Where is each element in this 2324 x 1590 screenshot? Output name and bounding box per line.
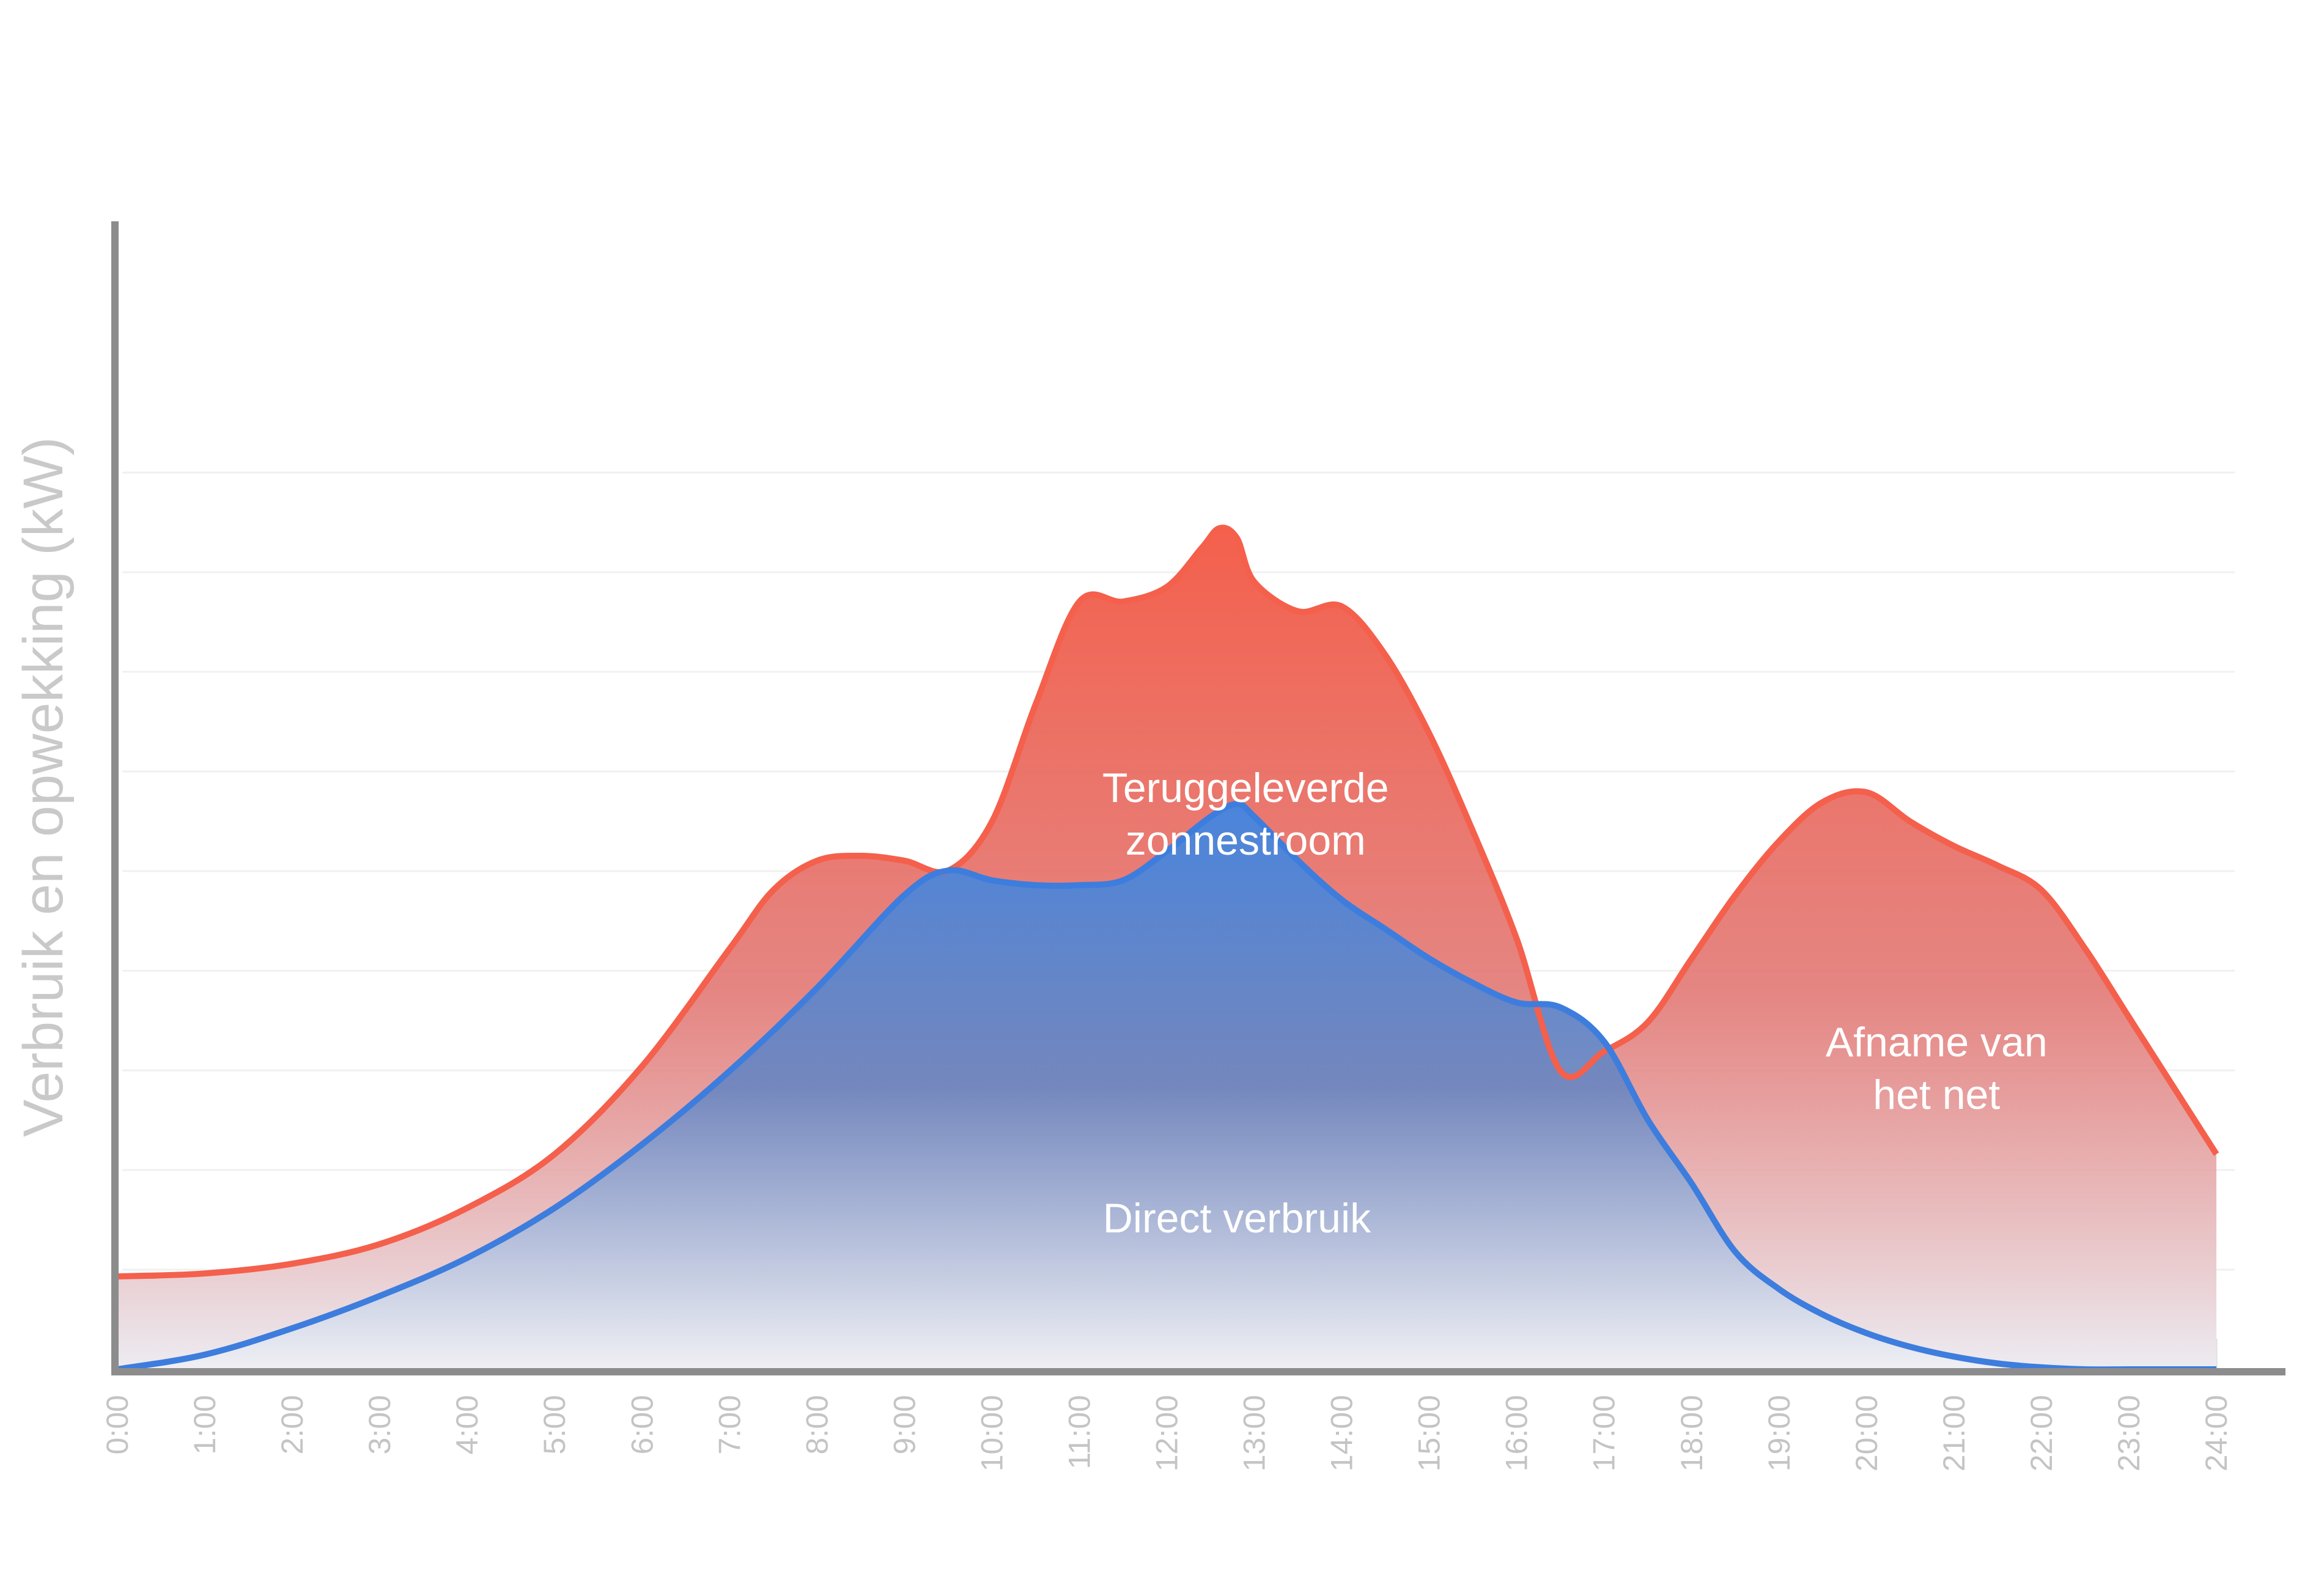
x-tick-label: 2:00 [275,1395,309,1454]
x-tick-label: 21:00 [1937,1395,1971,1471]
x-tick-label: 8:00 [800,1395,834,1454]
x-tick-label: 14:00 [1325,1395,1359,1471]
x-tick-label: 17:00 [1587,1395,1621,1471]
y-axis-title: Verbruik en opwekking (kW) [12,437,75,1137]
x-tick-label: 4:00 [450,1395,484,1454]
x-tick-label: 7:00 [712,1395,747,1454]
x-tick-label: 19:00 [1762,1395,1796,1471]
x-tick-label: 5:00 [537,1395,572,1454]
x-tick-label: 3:00 [363,1395,397,1454]
x-tick-label: 13:00 [1238,1395,1272,1471]
annotations: Teruggeleverde zonnestroom Afname van het n… [1102,765,2048,1242]
supply-line [117,524,2219,1279]
x-tick-label: 10:00 [975,1395,1009,1471]
x-tick-label: 18:00 [1675,1395,1709,1471]
x-tick-label: 9:00 [887,1395,921,1454]
x-tick-label: 1:00 [188,1395,222,1454]
x-tick-label: 22:00 [2024,1395,2059,1471]
area-label: Teruggeleverde zonnestroom [1102,765,1389,864]
x-tick-label: 23:00 [2112,1395,2146,1471]
direct-use-area [117,804,2216,1370]
x-tick-label: 24:00 [2199,1395,2234,1471]
x-tick-label: 6:00 [625,1395,659,1454]
x-tick-label: 11:00 [1062,1395,1096,1469]
area-label: Afname van het net [1826,1019,2048,1118]
x-tick-label: 0:00 [100,1395,135,1454]
x-tick-label: 20:00 [1850,1395,1884,1471]
direct-use-line [117,801,2216,1373]
x-tick-label: 12:00 [1150,1395,1184,1471]
x-tick-label: 16:00 [1500,1395,1534,1471]
x-tick-label: 15:00 [1412,1395,1447,1471]
area-label: Direct verbruik [1103,1195,1371,1242]
x-tick-labels: 0:00 1:00 2:00 3:00 4:00 5:00 6:00 7:00 8:00 9:00… [100,1395,2234,1471]
